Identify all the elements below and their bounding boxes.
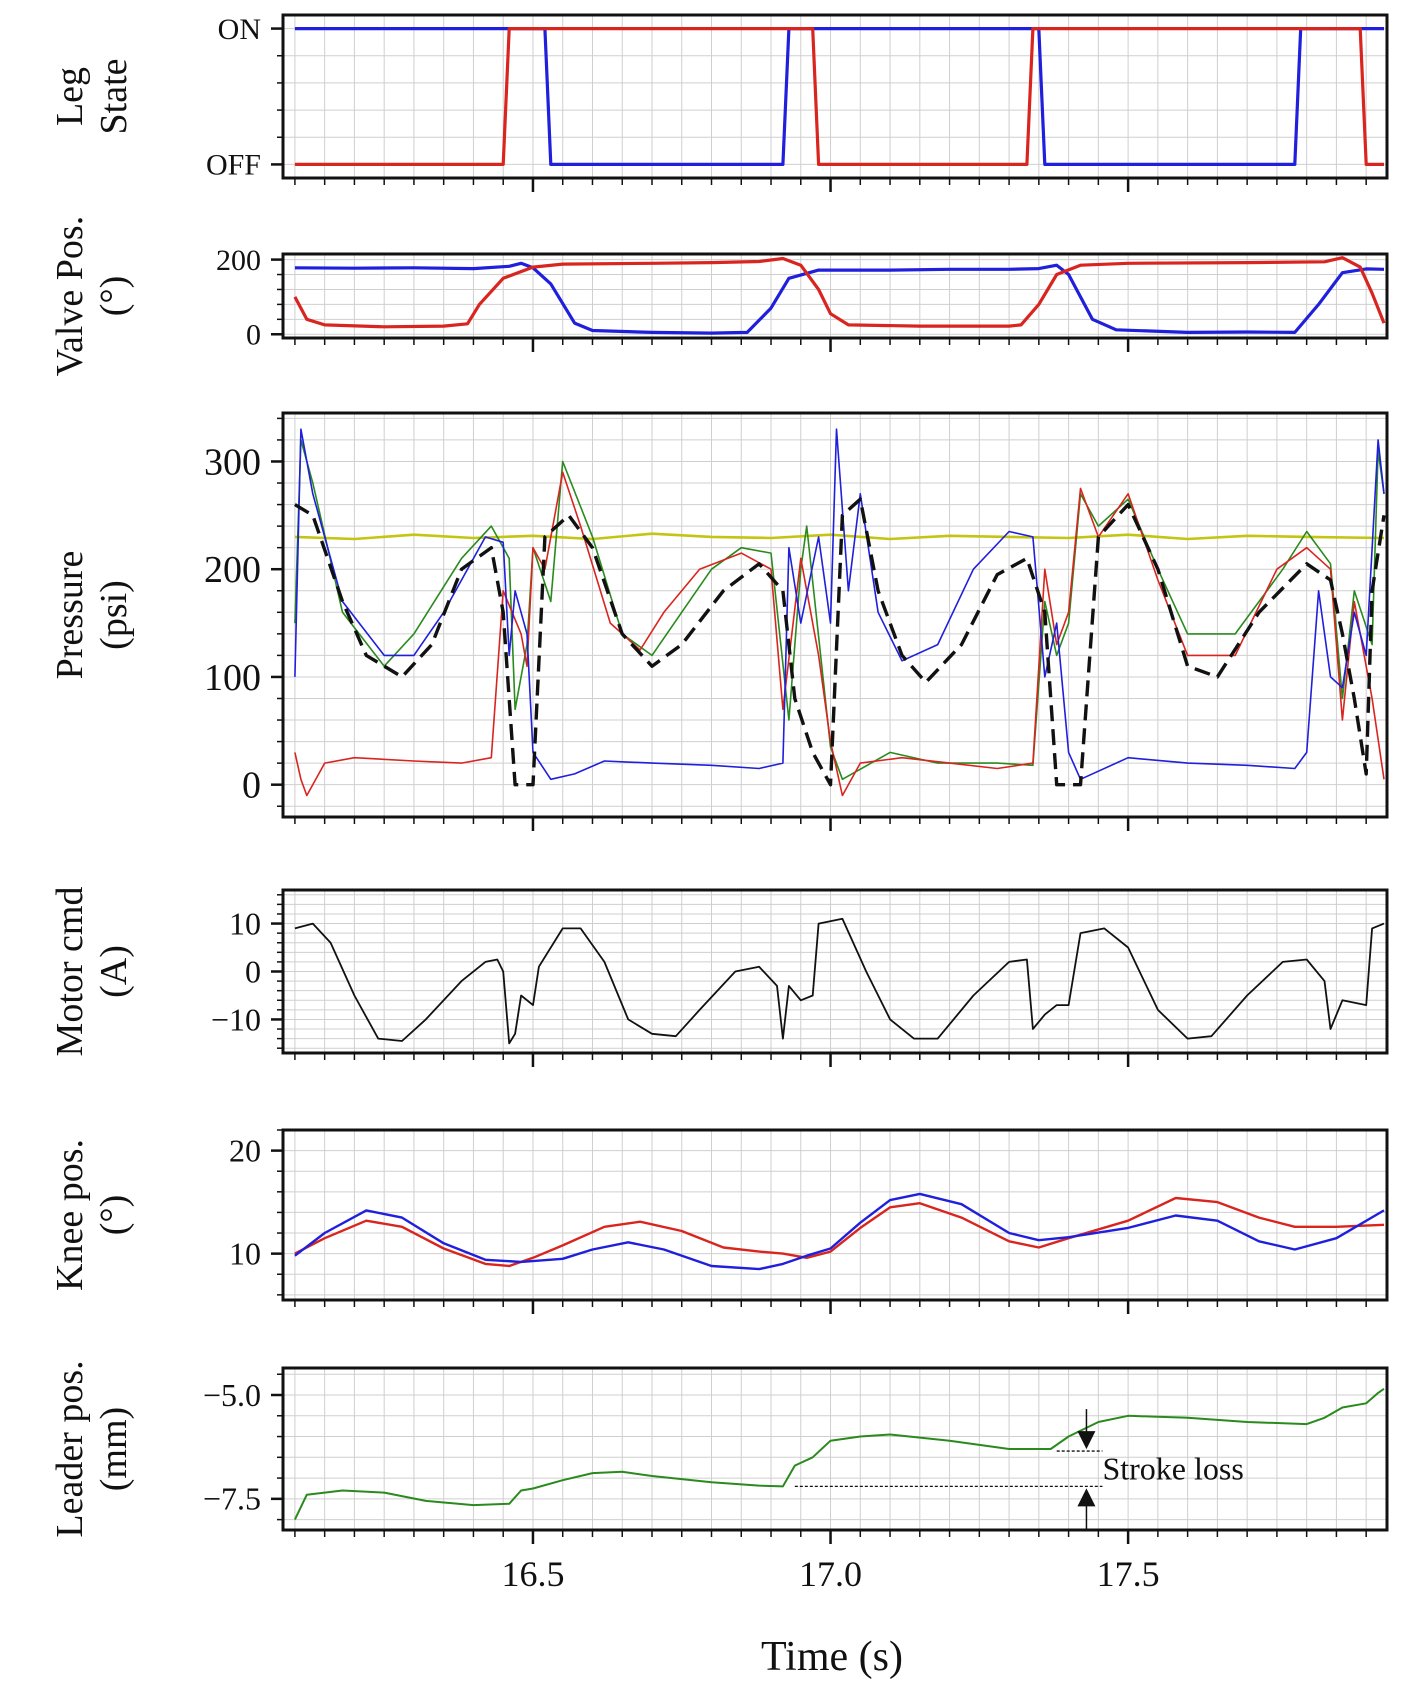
x-tick-label: 16.5	[501, 1554, 564, 1594]
panel-valve_pos: 0 200 Valve Pos. (°)	[49, 216, 1389, 376]
y-axis-title-line1: Motor cmd	[49, 887, 91, 1057]
series-pressure-black-dashed	[294, 497, 1386, 787]
panel-leg_state: OFF ON Leg State	[49, 13, 1389, 192]
y-axis-title-line1: Valve Pos.	[49, 216, 91, 376]
y-axis-title-line1: Leader pos.	[49, 1360, 91, 1537]
y-tick-label: OFF	[206, 149, 261, 182]
series-pressure-green	[294, 439, 1385, 781]
y-tick-label: 0	[245, 953, 261, 989]
y-tick-label: 100	[204, 657, 261, 699]
series-pressure-red	[294, 471, 1385, 797]
series-group	[294, 428, 1386, 797]
series-knee-red	[294, 1196, 1385, 1268]
series-leader-green	[293, 1387, 1385, 1521]
y-tick-label: −7.5	[203, 1481, 261, 1517]
y-tick-label: 0	[246, 318, 261, 351]
series-group	[293, 1387, 1385, 1521]
series-leg-red	[294, 27, 1384, 166]
panel-pressure: 0 100 200 300 Pressure (psi)	[49, 411, 1389, 831]
y-axis-title-line2: (mm)	[93, 1407, 135, 1491]
y-tick-label: −10	[211, 1001, 261, 1037]
series-group	[294, 1192, 1385, 1271]
panel-knee_pos: 10 20 Knee pos. (°)	[49, 1128, 1389, 1314]
x-tick-label: 17.0	[799, 1554, 862, 1594]
y-axis-title-line1: Knee pos.	[49, 1139, 91, 1291]
axes-frame	[281, 252, 1389, 340]
y-tick-label: 10	[229, 905, 261, 941]
axes-frame	[281, 1366, 1389, 1532]
series-pressure-blue	[294, 428, 1385, 781]
y-axis-title-line2: (psi)	[93, 580, 135, 650]
series-valve-red	[293, 256, 1386, 329]
stroke-loss-top-arrow-icon	[1077, 1431, 1096, 1450]
panel-motor_cmd: −10 0 10 Motor cmd (A)	[49, 887, 1389, 1067]
series-group	[294, 917, 1385, 1045]
y-axis-title-line1: Pressure	[49, 551, 91, 680]
y-tick-label: −5.0	[203, 1377, 261, 1413]
axes-frame	[281, 411, 1389, 819]
series-leg-blue	[294, 27, 1384, 166]
y-tick-label: 0	[242, 765, 261, 807]
y-axis-title-line2: (°)	[93, 1195, 135, 1236]
series-knee-blue	[294, 1192, 1385, 1271]
panel-leader_pos: −7.5 −5.0 Leader pos. (mm) 16.5 17.0 17.5 Strok…	[49, 1360, 1389, 1594]
x-axis-title: Time (s)	[761, 1634, 903, 1680]
stroke-loss-bottom-arrow-icon	[1077, 1488, 1096, 1507]
series-valve-blue	[294, 261, 1385, 335]
y-axis-title-line2: State	[93, 59, 135, 135]
y-tick-label: 10	[229, 1236, 261, 1272]
series-group	[294, 27, 1384, 166]
x-tick-label: 17.5	[1097, 1554, 1160, 1594]
axes-frame	[281, 1128, 1389, 1302]
stroke-loss-annotation: Stroke loss	[1102, 1451, 1243, 1487]
y-tick-label: 200	[216, 244, 261, 277]
y-axis-title-line1: Leg	[49, 67, 91, 126]
y-tick-label: 200	[204, 549, 261, 591]
y-tick-label: 20	[229, 1132, 261, 1168]
y-tick-label: 300	[204, 441, 261, 483]
series-group	[293, 256, 1386, 335]
series-motor-black	[294, 917, 1385, 1045]
y-axis-title-line2: (°)	[93, 276, 135, 317]
axes-frame	[281, 13, 1389, 180]
y-axis-title-line2: (A)	[93, 945, 135, 998]
y-tick-label: ON	[218, 13, 261, 46]
series-pressure-yellow	[294, 532, 1385, 541]
